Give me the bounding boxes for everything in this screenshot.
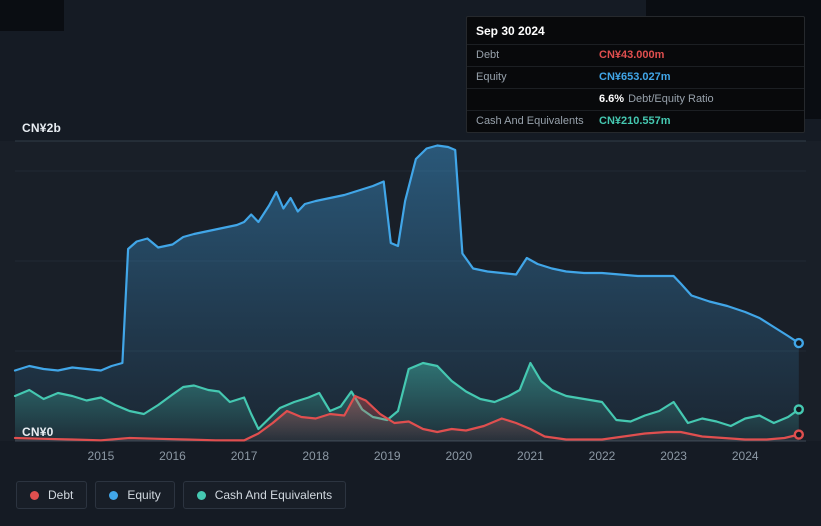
dark-region-right-edge (805, 0, 821, 119)
legend-debt-label: Debt (48, 488, 74, 502)
equity-series-dot (109, 490, 119, 500)
tooltip-equity-value: CN¥653.027m (599, 71, 671, 83)
x-tick-label: 2021 (517, 449, 544, 463)
dark-region-top-left (0, 0, 64, 31)
legend-cash-label: Cash And Equivalents (214, 488, 333, 502)
tooltip-ratio-row: 6.6% Debt/Equity Ratio (467, 88, 804, 110)
tooltip-cash-row: Cash And Equivalents CN¥210.557m (467, 110, 804, 132)
x-tick-label: 2019 (374, 449, 401, 463)
endpoint-cash-and-equivalents (793, 404, 804, 415)
legend-item-debt[interactable]: Debt (16, 481, 88, 509)
x-tick-label: 2016 (159, 449, 186, 463)
x-tick-label: 2020 (445, 449, 472, 463)
cash-series-dot (196, 490, 206, 500)
chart-legend: Debt Equity Cash And Equivalents (16, 481, 347, 509)
endpoint-equity (793, 337, 804, 349)
tooltip-equity-row: Equity CN¥653.027m (467, 66, 804, 88)
legend-equity-label: Equity (127, 488, 161, 502)
x-tick-label: 2017 (231, 449, 258, 463)
y-axis-label-bottom: CN¥0 (22, 425, 54, 439)
chart-tooltip: Sep 30 2024 Debt CN¥43.000m Equity CN¥65… (466, 16, 805, 133)
series-debt (13, 394, 800, 442)
endpoint-debt (793, 429, 804, 440)
tooltip-debt-value: CN¥43.000m (599, 49, 665, 61)
tooltip-equity-label: Equity (476, 71, 507, 83)
x-tick-label: 2022 (589, 449, 616, 463)
x-tick-label: 2023 (660, 449, 687, 463)
tooltip-ratio-label: Debt/Equity Ratio (628, 93, 714, 105)
tooltip-debt-row: Debt CN¥43.000m (467, 44, 804, 66)
tooltip-ratio: 6.6% Debt/Equity Ratio (599, 93, 714, 105)
tooltip-date: Sep 30 2024 (476, 24, 545, 38)
x-tick-label: 2018 (302, 449, 329, 463)
y-axis-label-top: CN¥2b (22, 121, 62, 135)
dark-region-top-right (646, 0, 821, 17)
tooltip-ratio-value: 6.6% (599, 93, 625, 105)
series-equity (13, 144, 800, 441)
legend-item-equity[interactable]: Equity (95, 481, 175, 509)
tooltip-cash-value: CN¥210.557m (599, 115, 671, 127)
tooltip-debt-label: Debt (476, 49, 500, 61)
debt-series-dot (30, 490, 39, 500)
legend-item-cash[interactable]: Cash And Equivalents (182, 481, 347, 509)
x-tick-label: 2024 (732, 449, 759, 463)
x-tick-label: 2015 (88, 449, 115, 463)
tooltip-cash-label: Cash And Equivalents (476, 115, 584, 127)
